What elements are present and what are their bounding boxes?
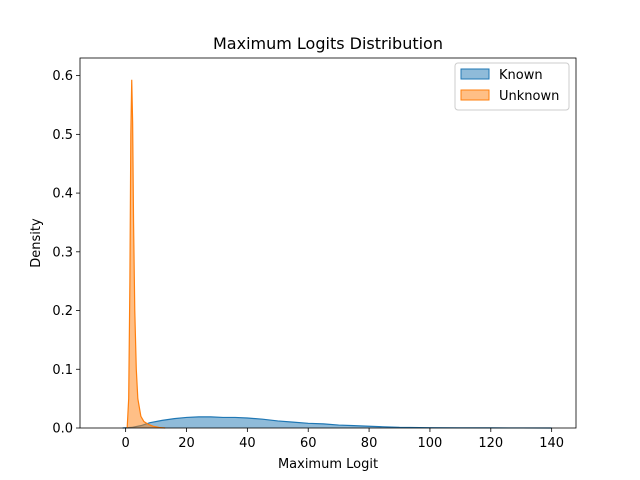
series-known-area bbox=[122, 416, 552, 428]
y-tick-label: 0.0 bbox=[52, 422, 73, 437]
y-tick-label: 0.4 bbox=[52, 187, 73, 202]
legend-label-known: Known bbox=[499, 68, 543, 83]
x-tick-label: 120 bbox=[478, 436, 503, 451]
y-tick-label: 0.3 bbox=[52, 245, 73, 260]
y-tick-label: 0.2 bbox=[52, 304, 73, 319]
y-axis-label: Density bbox=[29, 218, 44, 268]
series-unknown-area bbox=[127, 79, 166, 428]
legend: Known Unknown bbox=[454, 62, 570, 111]
x-tick-label: 140 bbox=[539, 436, 564, 451]
x-tick-label: 100 bbox=[418, 436, 443, 451]
x-axis-ticks: 0 20 40 60 80 100 120 140 bbox=[122, 428, 564, 451]
legend-swatch-unknown bbox=[460, 89, 490, 101]
x-tick-label: 60 bbox=[300, 436, 317, 451]
y-tick-label: 0.6 bbox=[52, 69, 73, 84]
x-tick-label: 0 bbox=[122, 436, 130, 451]
x-axis-label: Maximum Logit bbox=[278, 457, 378, 472]
y-axis-ticks: 0.0 0.1 0.2 0.3 0.4 0.5 0.6 bbox=[52, 69, 80, 437]
y-tick-label: 0.1 bbox=[52, 363, 73, 378]
series-unknown-line bbox=[126, 79, 166, 429]
x-tick-label: 40 bbox=[239, 436, 256, 451]
chart-title: Maximum Logits Distribution bbox=[213, 34, 443, 53]
axes-frame bbox=[79, 57, 577, 429]
y-tick-label: 0.5 bbox=[52, 128, 73, 143]
legend-label-unknown: Unknown bbox=[499, 89, 559, 104]
x-tick-label: 20 bbox=[178, 436, 195, 451]
x-tick-label: 80 bbox=[361, 436, 378, 451]
legend-swatch-known bbox=[460, 68, 490, 80]
